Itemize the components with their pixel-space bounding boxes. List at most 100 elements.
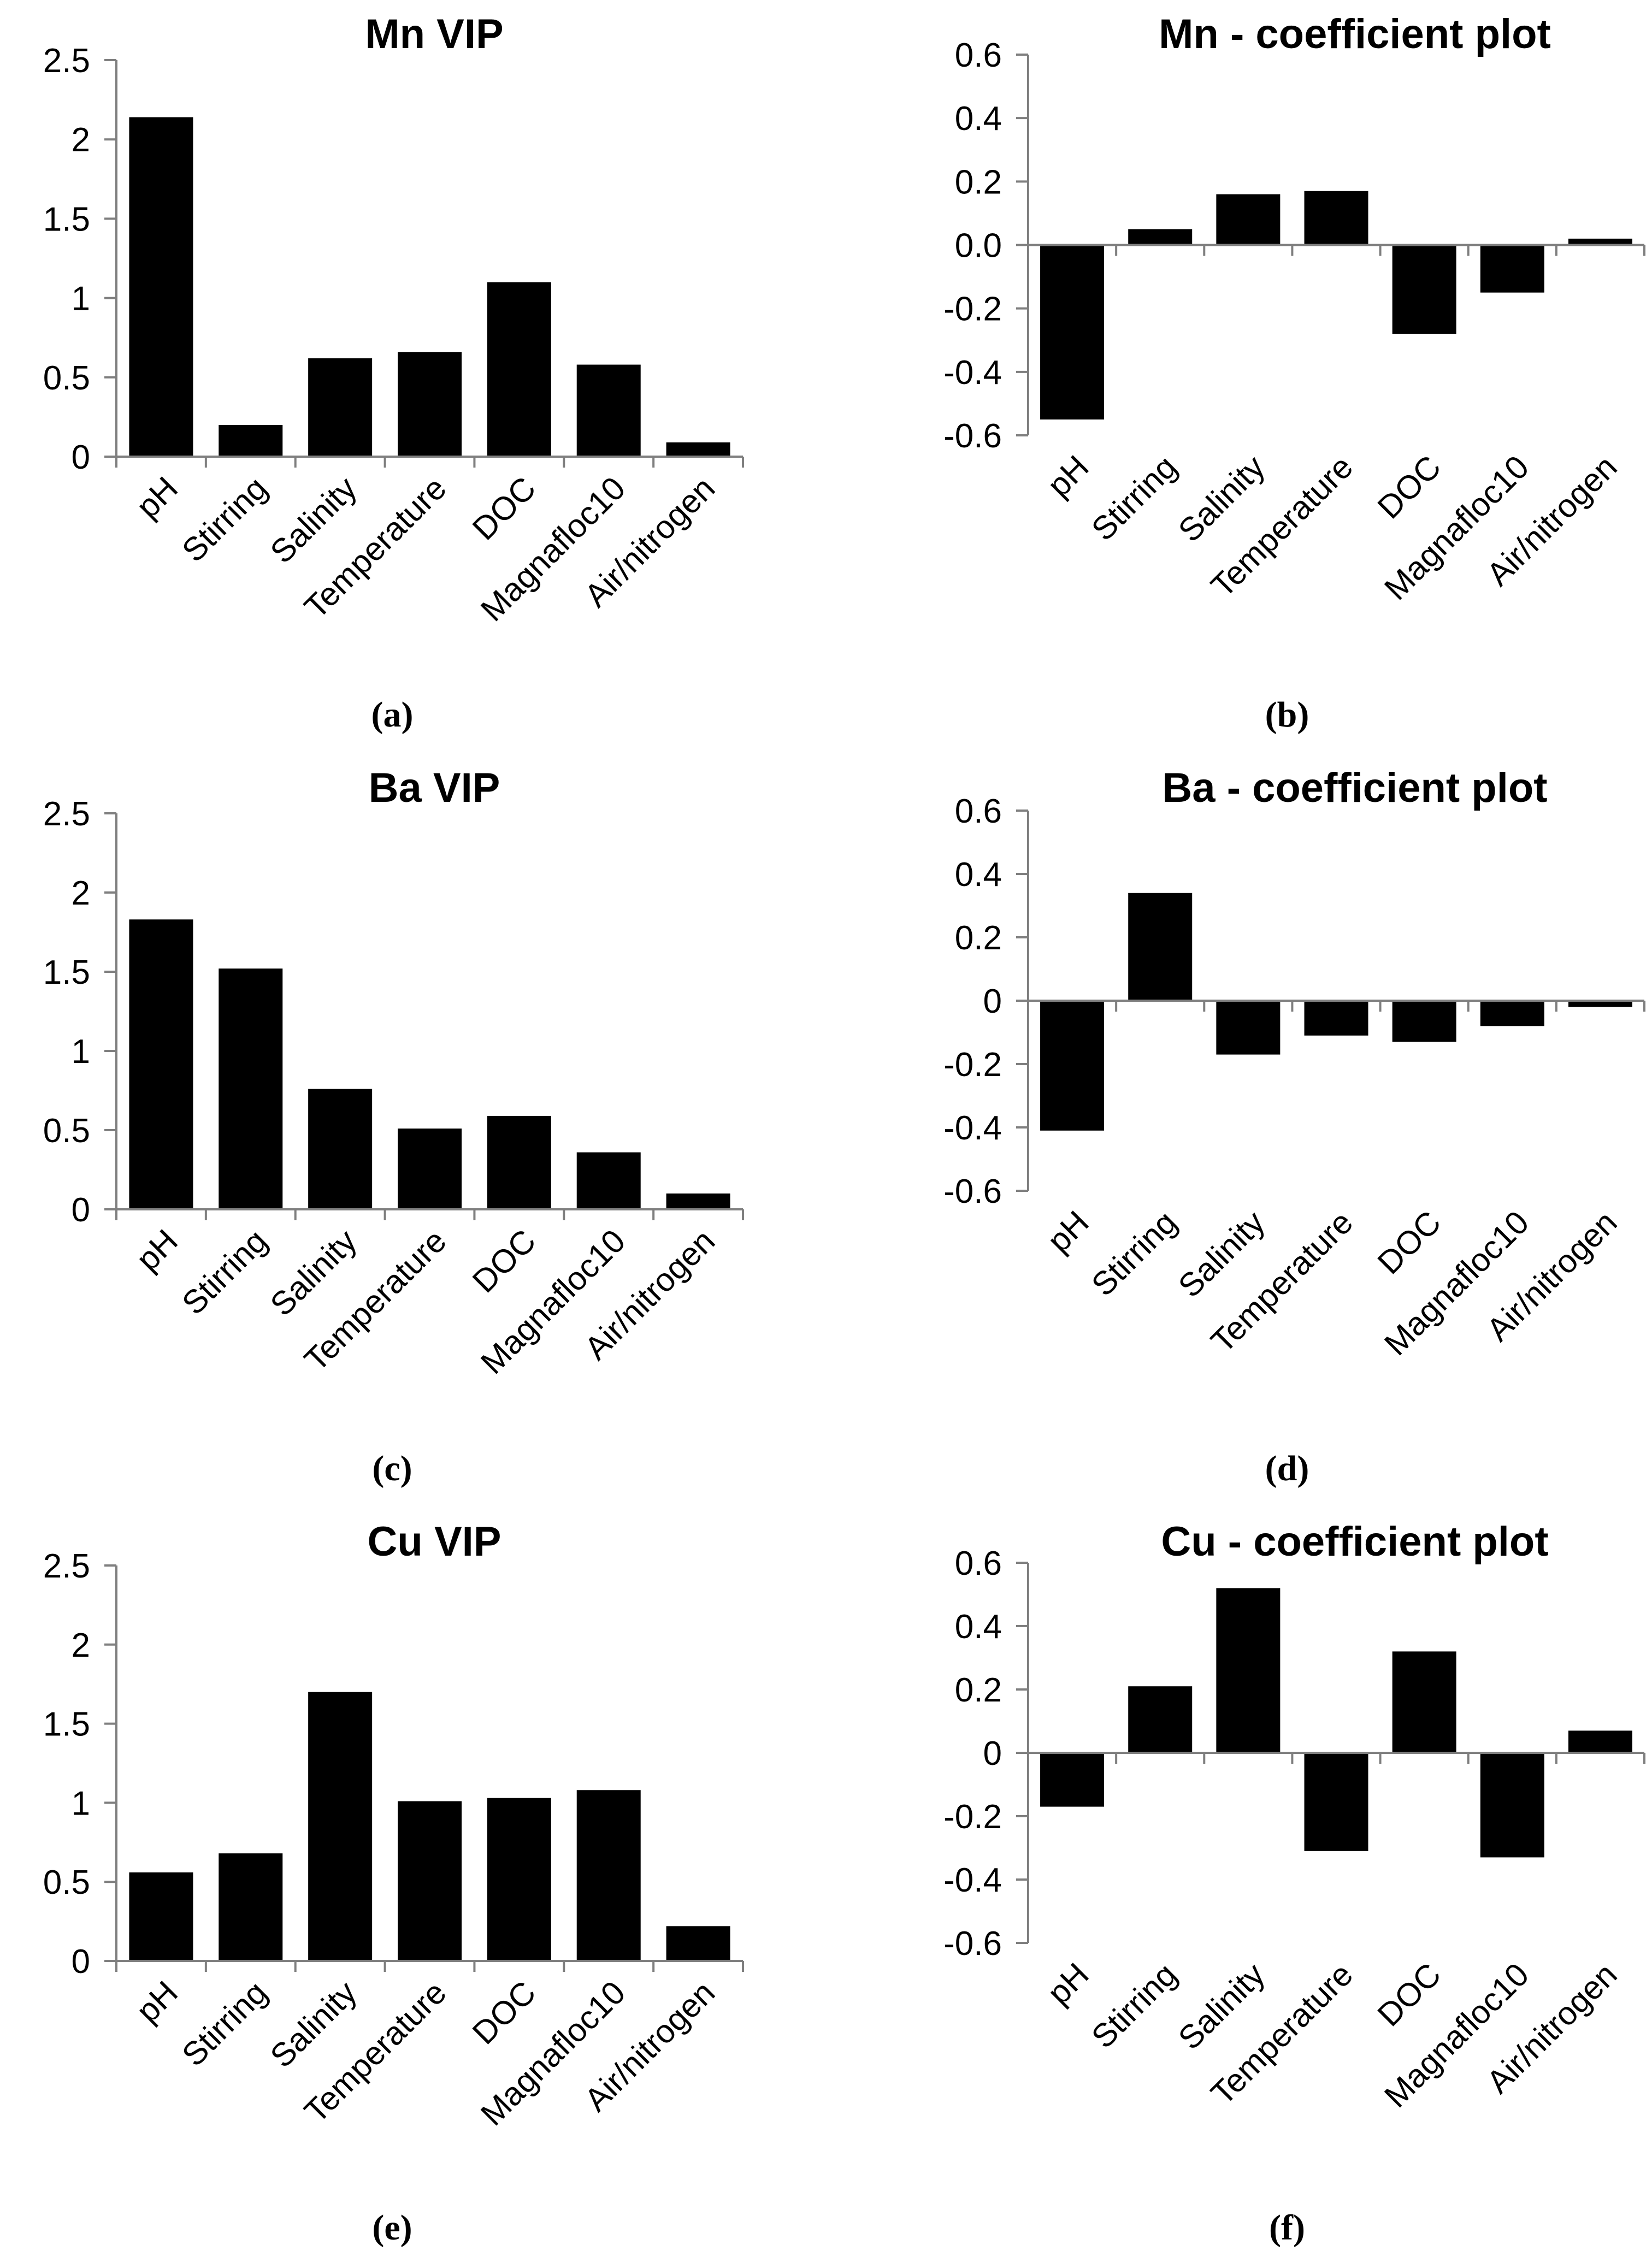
bar-magnafloc10 — [1480, 1753, 1544, 1858]
chart-panel-d: -0.6-0.4-0.200.20.40.6pHStirringSalinity… — [943, 765, 1645, 1488]
y-tick-label: 0.5 — [43, 1112, 90, 1150]
y-tick-label: 1 — [72, 280, 90, 318]
bar-salinity — [1216, 194, 1281, 245]
panel-caption: (a) — [371, 695, 414, 735]
y-tick-label: 0 — [72, 439, 90, 476]
y-tick-label: 1.5 — [43, 954, 90, 991]
x-category-label: pH — [1040, 1204, 1096, 1260]
bar-air-nitrogen — [1568, 238, 1632, 245]
y-tick-label: 2 — [72, 875, 90, 912]
y-tick-label: 2.5 — [43, 42, 90, 80]
bar-salinity — [1216, 1001, 1281, 1055]
y-tick-label: 0 — [72, 1943, 90, 1981]
bar-salinity — [1216, 1588, 1281, 1753]
x-category-label: DOC — [465, 1222, 543, 1300]
chart-panel-f: -0.6-0.4-0.200.20.40.6pHStirringSalinity… — [943, 1519, 1645, 2248]
bar-ph — [1040, 1753, 1105, 1807]
y-tick-label: 0.2 — [955, 163, 1002, 201]
chart-panel-a: 00.511.522.5pHStirringSalinityTemperatur… — [43, 11, 744, 735]
bar-air-nitrogen — [666, 1926, 730, 1961]
y-tick-label: 1 — [72, 1033, 90, 1071]
y-tick-label: -0.2 — [943, 1046, 1002, 1084]
y-tick-label: 0.5 — [43, 359, 90, 397]
chart-panel-b: -0.6-0.4-0.20.00.20.40.6pHStirringSalini… — [943, 11, 1645, 735]
bar-stirring — [1128, 1686, 1193, 1753]
bar-magnafloc10 — [576, 1790, 641, 1961]
bar-stirring — [1128, 893, 1193, 1001]
panel-caption: (d) — [1265, 1449, 1309, 1488]
bar-magnafloc10 — [576, 364, 641, 457]
y-tick-label: 2 — [72, 1627, 90, 1664]
bar-doc — [487, 1798, 551, 1961]
y-tick-label: -0.6 — [943, 417, 1002, 455]
x-category-label: pH — [1040, 1956, 1096, 2012]
y-tick-label: 1 — [72, 1785, 90, 1822]
panel-caption: (e) — [372, 2208, 412, 2248]
bar-temperature — [1304, 1753, 1368, 1851]
bar-salinity — [308, 358, 373, 457]
y-tick-label: 0.0 — [955, 227, 1002, 265]
bar-ph — [1040, 245, 1105, 420]
chart-title: Mn - coefficient plot — [1159, 11, 1551, 57]
bar-ph — [129, 1872, 193, 1961]
bar-doc — [487, 1115, 551, 1209]
chart-title: Ba VIP — [369, 765, 500, 811]
y-tick-label: 1.5 — [43, 1706, 90, 1744]
bar-temperature — [398, 1801, 462, 1961]
y-tick-label: -0.4 — [943, 1862, 1002, 1899]
x-category-label: pH — [129, 1222, 185, 1278]
bar-magnafloc10 — [1480, 245, 1544, 293]
y-tick-label: 0.4 — [955, 856, 1002, 894]
chart-title: Cu - coefficient plot — [1161, 1519, 1548, 1565]
bar-temperature — [398, 352, 462, 457]
panel-caption: (b) — [1265, 695, 1309, 735]
y-tick-label: -0.2 — [943, 291, 1002, 328]
x-category-label: Stirring — [1084, 1956, 1184, 2055]
bar-temperature — [1304, 191, 1368, 245]
x-category-label: Stirring — [175, 470, 274, 569]
y-tick-label: -0.4 — [943, 1109, 1002, 1147]
bar-air-nitrogen — [1568, 1001, 1632, 1007]
bar-doc — [1392, 1001, 1456, 1042]
bar-ph — [129, 117, 193, 457]
chart-panel-c: 00.511.522.5pHStirringSalinityTemperatur… — [43, 765, 744, 1488]
bar-salinity — [308, 1089, 373, 1209]
bar-magnafloc10 — [1480, 1001, 1544, 1026]
panel-caption: (c) — [372, 1449, 412, 1488]
bar-stirring — [219, 968, 283, 1209]
x-category-label: Stirring — [1084, 1204, 1184, 1303]
chart-title: Mn VIP — [365, 11, 503, 57]
bar-stirring — [219, 1853, 283, 1961]
x-category-label: DOC — [465, 470, 543, 547]
bar-ph — [1040, 1001, 1105, 1131]
x-category-label: DOC — [1371, 1956, 1448, 2034]
y-tick-label: 2.5 — [43, 1547, 90, 1585]
y-tick-label: -0.6 — [943, 1925, 1002, 1963]
bar-magnafloc10 — [576, 1152, 641, 1209]
y-tick-label: 0 — [983, 983, 1002, 1020]
y-tick-label: -0.2 — [943, 1798, 1002, 1836]
y-tick-label: -0.4 — [943, 354, 1002, 392]
y-tick-label: 0.2 — [955, 919, 1002, 957]
y-tick-label: 2 — [72, 121, 90, 159]
bar-temperature — [1304, 1001, 1368, 1036]
x-category-label: pH — [1040, 448, 1096, 504]
y-tick-label: 0.4 — [955, 1608, 1002, 1646]
x-category-label: pH — [129, 1974, 185, 2030]
bar-stirring — [1128, 229, 1193, 245]
bar-air-nitrogen — [666, 1194, 730, 1209]
x-category-label: DOC — [1371, 448, 1448, 526]
y-tick-label: -0.6 — [943, 1173, 1002, 1210]
y-tick-label: 0.6 — [955, 37, 1002, 74]
chart-title: Cu VIP — [368, 1519, 502, 1565]
y-tick-label: 0.6 — [955, 1545, 1002, 1582]
y-tick-label: 0.6 — [955, 793, 1002, 830]
chart-panel-e: 00.511.522.5pHStirringSalinityTemperatur… — [43, 1519, 744, 2248]
y-tick-label: 0 — [983, 1735, 1002, 1772]
y-tick-label: 0.2 — [955, 1671, 1002, 1709]
x-category-label: Stirring — [175, 1974, 274, 2073]
x-category-label: Stirring — [1084, 448, 1184, 548]
y-tick-label: 0 — [72, 1191, 90, 1229]
